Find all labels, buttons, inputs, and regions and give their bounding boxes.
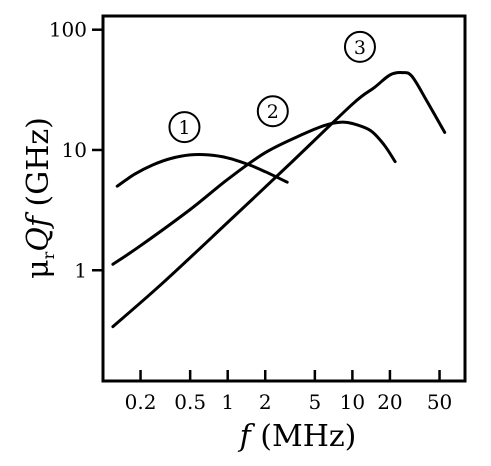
- x-tick-label: 10: [340, 390, 365, 414]
- series-marker-label: 3: [354, 37, 366, 59]
- series-marker-circle: [343, 30, 376, 63]
- series-marker-circle: [168, 111, 201, 144]
- x-tick-label: 2: [259, 390, 272, 414]
- y-tick-label: 10: [62, 138, 87, 162]
- y-axis-subscript: r: [39, 251, 58, 259]
- x-tick-label: 1: [221, 390, 234, 414]
- y-axis-unit: (GHz): [21, 117, 56, 216]
- x-axis: 0.2 0.5 1 2 5 10 20 50: [125, 370, 452, 414]
- series-line-2: [111, 120, 397, 266]
- y-tick-label: 1: [74, 258, 87, 282]
- x-tick-label: 0.2: [125, 390, 157, 414]
- series-line-1: [115, 152, 289, 188]
- series-marker-label: 2: [267, 101, 279, 123]
- y-axis-q: Q: [21, 227, 56, 252]
- y-axis-title-wrapper: μrQf (GHz): [21, 117, 58, 279]
- y-axis-mu: μ: [21, 259, 56, 279]
- x-tick-label: 5: [308, 390, 321, 414]
- x-tick-label: 20: [377, 390, 402, 414]
- y-axis: 1 10 100: [49, 18, 103, 282]
- series-marker-circle: [256, 95, 289, 128]
- series-marker-label: 1: [178, 117, 190, 139]
- x-tick-label: 0.5: [174, 390, 206, 414]
- y-axis-title: μrQf (GHz): [21, 117, 58, 279]
- plot-frame: [101, 14, 467, 383]
- series-markers: 1 2 3: [168, 30, 376, 144]
- series-lines: [111, 71, 447, 329]
- x-axis-title: f (MHz): [238, 419, 357, 454]
- series-line-3: [111, 71, 447, 329]
- y-tick-label: 100: [49, 18, 87, 42]
- x-tick-label: 50: [427, 390, 452, 414]
- x-axis-unit: (MHz): [251, 419, 357, 454]
